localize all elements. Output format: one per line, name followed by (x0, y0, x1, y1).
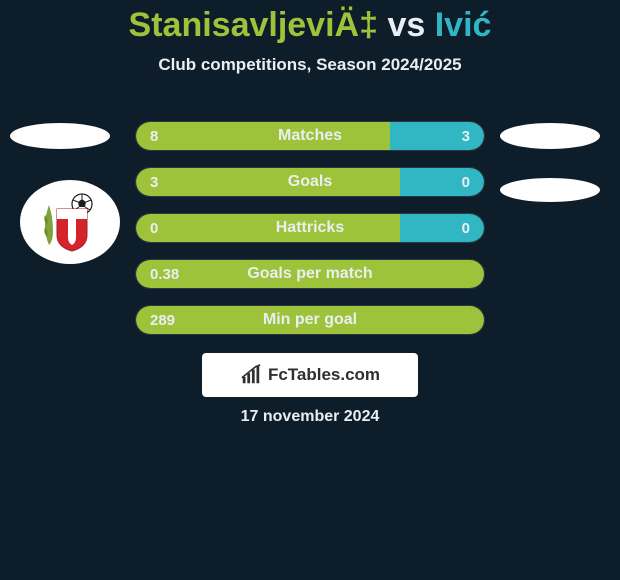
stat-bar-right (400, 168, 484, 196)
club-badge-left (20, 180, 120, 264)
date-text: 17 november 2024 (0, 408, 620, 426)
stat-bar-right (400, 214, 484, 242)
stat-bar-left (136, 214, 400, 242)
stat-row: Min per goal289 (135, 305, 485, 335)
page-title: StanisavljeviÄ‡ vs Ivić (0, 0, 620, 45)
placeholder-ellipse (500, 123, 600, 149)
stat-row: Matches83 (135, 121, 485, 151)
club-logo-icon (35, 187, 105, 257)
stat-bar-left (136, 122, 390, 150)
stat-bar-left (136, 260, 484, 288)
stat-bar-left (136, 168, 400, 196)
placeholder-ellipse (10, 123, 110, 149)
stat-bar-right (390, 122, 484, 150)
stat-row: Goals per match0.38 (135, 259, 485, 289)
attribution-text: FcTables.com (268, 365, 380, 385)
bar-chart-icon (240, 364, 262, 386)
stat-row: Hattricks00 (135, 213, 485, 243)
title-player2: Ivić (435, 6, 492, 44)
stats-bars: Matches83 Goals30 Hattricks00 Goals per mat… (135, 121, 485, 351)
title-player1: StanisavljeviÄ‡ (129, 6, 378, 44)
stat-row: Goals30 (135, 167, 485, 197)
subtitle: Club competitions, Season 2024/2025 (0, 55, 620, 75)
title-vs: vs (378, 6, 435, 44)
attribution-box: FcTables.com (202, 353, 418, 397)
stat-bar-left (136, 306, 484, 334)
placeholder-ellipse (500, 178, 600, 202)
